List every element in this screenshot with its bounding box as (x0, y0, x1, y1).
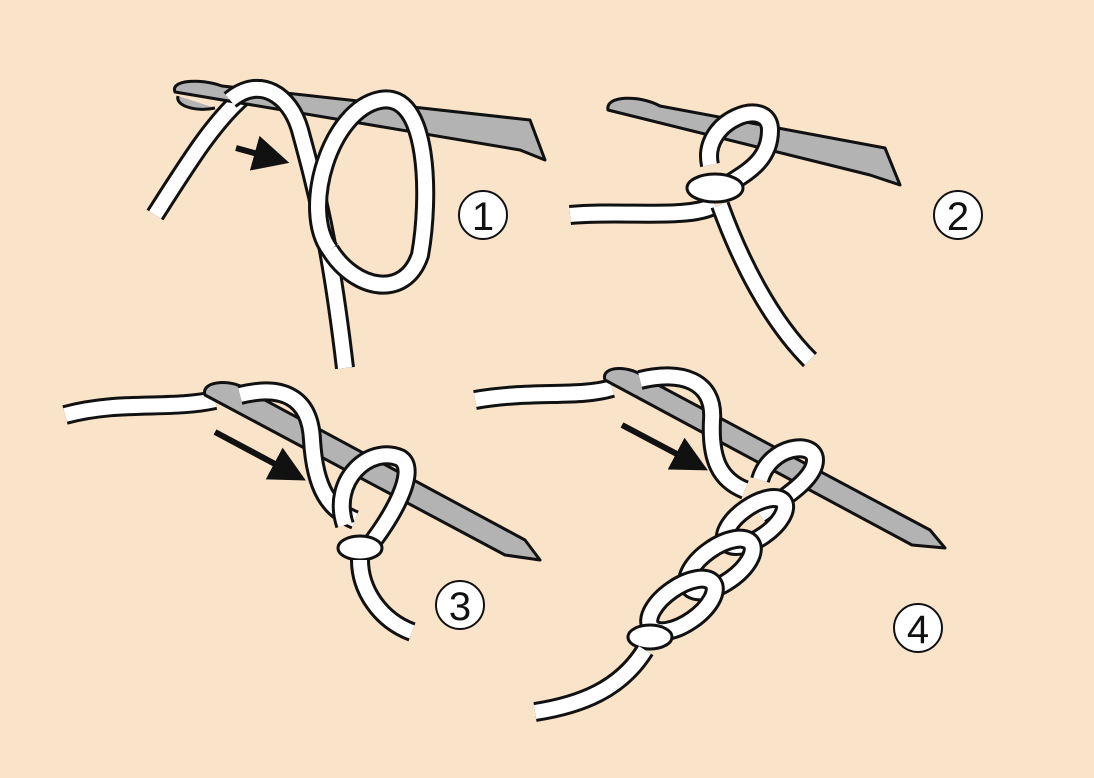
step-4-arrow (620, 422, 708, 471)
step-4-illustration: 4 (473, 366, 947, 722)
step-2-illustration: 2 (569, 96, 983, 368)
step-1-yarn-loop (223, 78, 436, 370)
step-3-yarn-tail-left (62, 390, 218, 425)
step-4-label: 4 (907, 608, 929, 652)
step-2-label: 2 (947, 195, 969, 239)
step-2-slip-knot (685, 103, 818, 368)
step-3-arrow (213, 429, 306, 481)
step-3-yarn-loops (237, 381, 417, 642)
step-1-illustration: 1 (146, 78, 547, 370)
step-2-crochet-hook (606, 96, 902, 187)
step-4-yarn-tail-left (473, 378, 615, 410)
step-4-label-badge: 4 (893, 603, 943, 653)
step-1-label: 1 (472, 195, 494, 239)
step-4-chain-stitches (533, 366, 826, 722)
step-3-label: 3 (449, 585, 471, 629)
step-3-crochet-hook (203, 381, 542, 562)
step-3-illustration: 3 (62, 381, 542, 642)
step-3-label-badge: 3 (435, 580, 485, 630)
step-1-arrow (235, 135, 290, 171)
step-2-yarn-tail-left (569, 195, 721, 225)
step-1-yarn-tail (146, 87, 252, 221)
step-1-label-badge: 1 (458, 190, 508, 240)
step-2-label-badge: 2 (933, 190, 983, 240)
